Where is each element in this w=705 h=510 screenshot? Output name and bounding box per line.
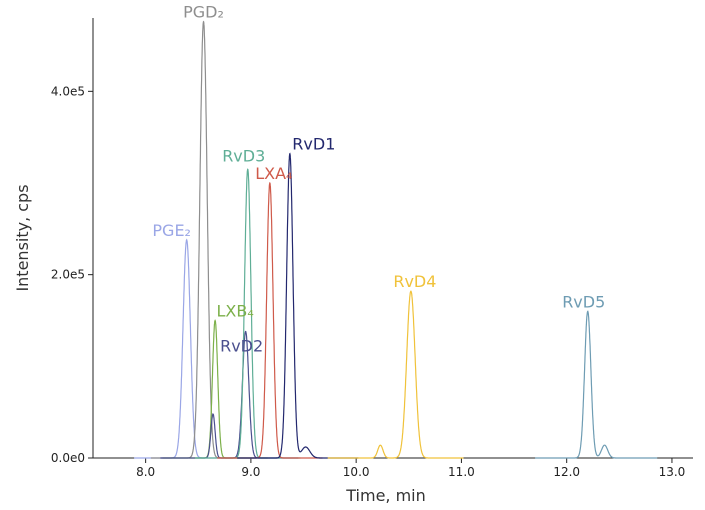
peak-label: RvD5 [562,292,605,311]
trace-line [150,20,257,459]
y-axis-title: Intensity, cps [13,184,32,291]
trace-line [535,310,658,459]
x-ticks: 8.0 9.0 10.0 11.0 12.0 13.0 [136,458,685,479]
peak-label: LXB₄ [216,302,253,321]
x-tick-label: 10.0 [343,465,370,479]
peak-label: RvD3 [222,146,265,165]
x-tick-label: 8.0 [136,465,155,479]
peak-label: LXA₄ [255,164,292,183]
x-tick-label: 12.0 [553,465,580,479]
y-tick-label: 0.0e0 [51,451,85,465]
y-tick-label: 4.0e5 [51,84,85,98]
traces [134,20,658,459]
peak-label: RvD4 [393,272,436,291]
peak-label: PGD₂ [183,3,224,22]
trace-line [237,152,359,459]
trace-line [327,290,464,459]
x-tick-label: 9.0 [241,465,260,479]
y-ticks: 0.0e0 2.0e5 4.0e5 [51,84,93,465]
peak-label: PGE₂ [152,221,191,240]
y-tick-label: 2.0e5 [51,268,85,282]
x-tick-label: 13.0 [659,465,686,479]
peak-label: RvD2 [220,337,263,356]
x-axis-title: Time, min [345,486,426,505]
trace-line [217,181,323,459]
x-tick-label: 11.0 [448,465,475,479]
peak-label: RvD1 [292,135,335,154]
